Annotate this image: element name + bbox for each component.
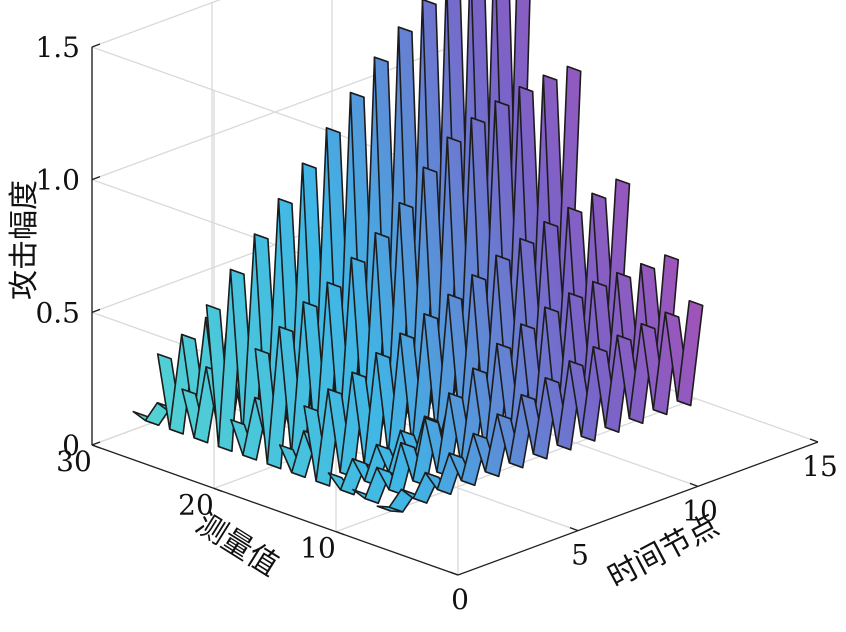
z-tick-label: 1.0 — [35, 164, 80, 197]
y-tick-mark — [335, 531, 345, 536]
z-tick-label: 0 — [62, 429, 80, 462]
x-axis-line — [457, 441, 819, 576]
y-tick-mark — [91, 444, 101, 449]
ribbon-segment — [676, 299, 704, 407]
z-tick-mark — [91, 308, 101, 313]
x-tick-label: 10 — [682, 494, 718, 527]
y-tick-label: 10 — [300, 532, 336, 565]
ribbon-layer — [132, 0, 704, 513]
z-axis-title: 攻击幅度 — [7, 180, 42, 300]
x-tick-mark — [449, 571, 459, 576]
y-tick-label: 20 — [178, 488, 214, 521]
axis-layer — [91, 43, 819, 576]
ribbon-series — [376, 299, 704, 513]
x-tick-mark — [569, 527, 579, 532]
z-tick-mark — [91, 441, 101, 446]
y-tick-label: 30 — [56, 445, 92, 478]
z-tick-label: 1.5 — [35, 31, 80, 64]
z-tick-mark — [91, 43, 101, 48]
z-tick-label: 0.5 — [35, 296, 80, 329]
y-tick-mark — [213, 487, 223, 492]
x-tick-label: 0 — [451, 583, 469, 616]
x-tick-mark — [809, 438, 819, 443]
x-tick-label: 15 — [802, 450, 838, 483]
ribbon-series — [352, 254, 680, 505]
grid-line-z — [91, 0, 222, 48]
x-tick-mark — [689, 482, 699, 487]
x-tick-label: 5 — [571, 539, 589, 572]
z-tick-mark — [91, 176, 101, 181]
y-axis-line — [91, 444, 459, 576]
grid-line-z — [91, 46, 453, 181]
